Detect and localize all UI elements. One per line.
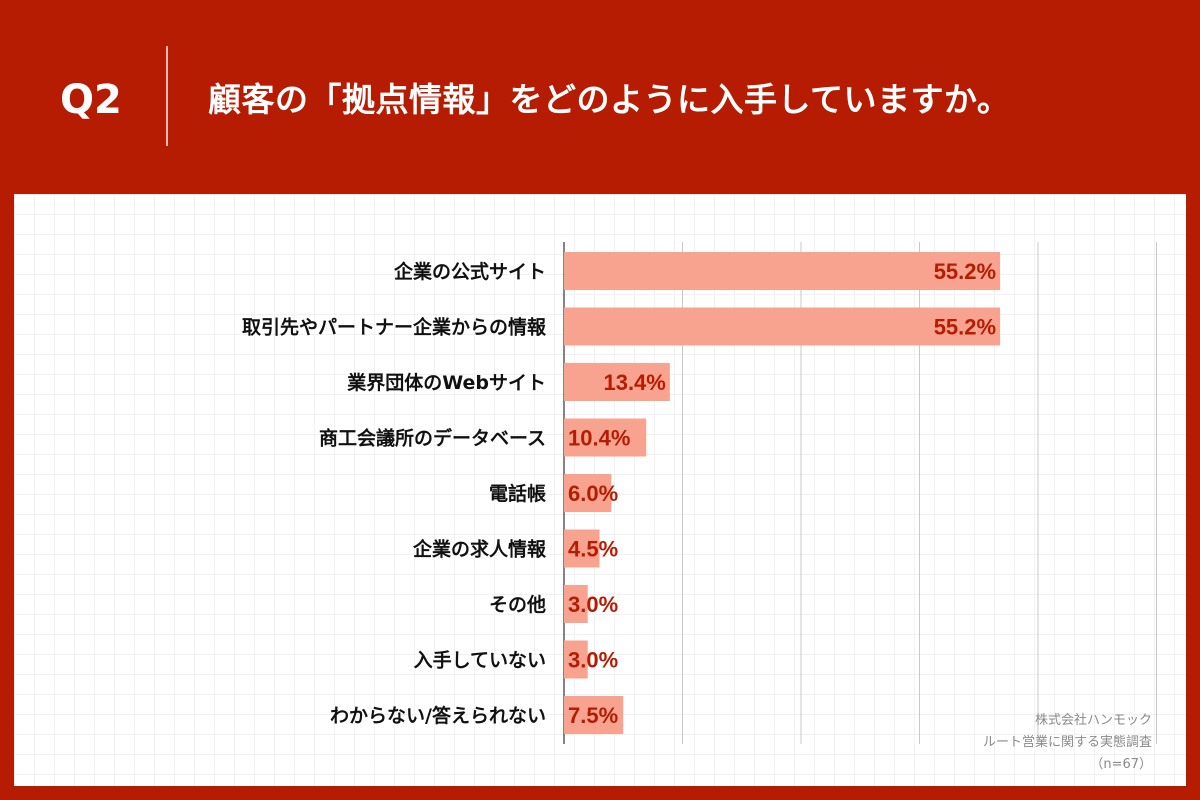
source-company: 株式会社ハンモック bbox=[1034, 713, 1152, 728]
category-label: 電話帳 bbox=[489, 482, 546, 505]
bar bbox=[564, 640, 588, 679]
value-label: 55.2% bbox=[934, 259, 996, 284]
bar bbox=[564, 529, 600, 568]
category-label: 入手していない bbox=[414, 649, 546, 672]
bar bbox=[564, 474, 612, 512]
category-label: わからない/答えられない bbox=[330, 704, 546, 727]
chart-card: 企業の公式サイト 55.2% 取引先やパートナー企業からの情報 55.2% 業界団体のW… bbox=[14, 194, 1186, 786]
value-label: 7.5% bbox=[568, 703, 618, 728]
question-title: 顧客の「拠点情報」をどのように入手していますか。 bbox=[208, 80, 1011, 119]
source-sample: （n=67） bbox=[1090, 757, 1152, 772]
value-label: 3.0% bbox=[568, 592, 618, 617]
source-note: 株式会社ハンモック ルート営業に関する実態調査 （n=67） bbox=[983, 710, 1152, 776]
category-label: 業界団体のWebサイト bbox=[346, 371, 546, 394]
value-label: 10.4% bbox=[568, 426, 630, 451]
bar bbox=[564, 363, 670, 401]
bar bbox=[564, 585, 588, 623]
header-divider bbox=[166, 46, 168, 146]
value-label: 55.2% bbox=[934, 315, 996, 340]
source-survey: ルート営業に関する実態調査 bbox=[982, 735, 1152, 750]
value-label: 13.4% bbox=[603, 370, 665, 395]
value-label: 4.5% bbox=[568, 537, 618, 562]
bar bbox=[564, 696, 624, 734]
category-label: 取引先やパートナー企業からの情報 bbox=[242, 316, 547, 339]
bar-chart: 企業の公式サイト 55.2% 取引先やパートナー企業からの情報 55.2% 業界団体のW… bbox=[242, 242, 1157, 744]
category-label: 商工会議所のデータベース bbox=[319, 427, 546, 450]
bar bbox=[564, 252, 1001, 290]
question-number: Q2 bbox=[60, 77, 122, 123]
bar bbox=[564, 307, 1001, 346]
category-label: 企業の求人情報 bbox=[412, 538, 547, 561]
category-label: その他 bbox=[489, 593, 546, 616]
value-label: 3.0% bbox=[568, 648, 618, 673]
bar bbox=[564, 418, 647, 457]
category-label: 企業の公式サイト bbox=[393, 260, 546, 283]
value-label: 6.0% bbox=[568, 481, 618, 506]
